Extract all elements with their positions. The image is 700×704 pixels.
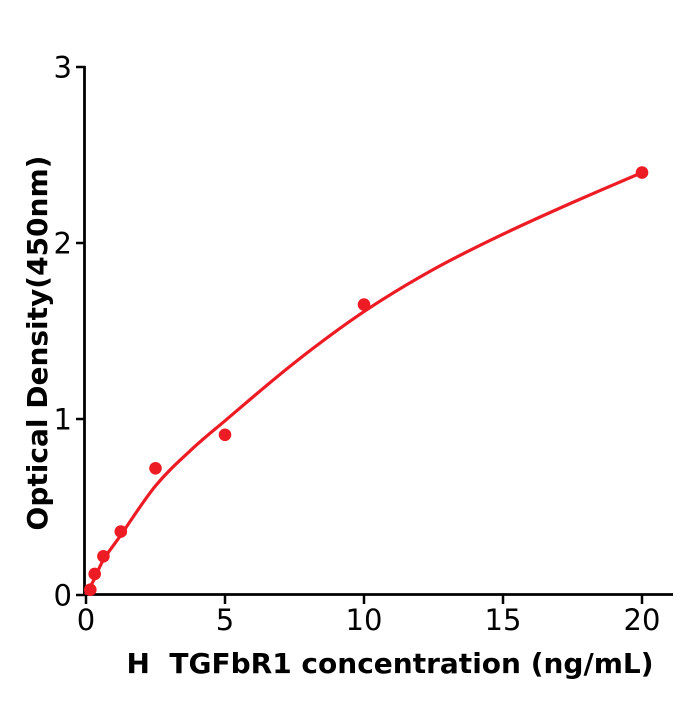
y-tick-label: 1 <box>54 403 72 437</box>
data-point <box>357 298 371 311</box>
y-tick-label: 2 <box>54 227 72 261</box>
data-point <box>149 462 162 475</box>
y-tick-label: 0 <box>54 579 72 613</box>
data-point <box>218 428 232 442</box>
data-point <box>84 583 97 596</box>
data-point <box>88 567 101 581</box>
x-tick-label: 10 <box>346 603 383 637</box>
x-tick-label: 20 <box>624 603 661 637</box>
data-point <box>635 166 649 179</box>
data-point <box>97 550 110 563</box>
y-tick-label: 3 <box>54 51 72 85</box>
y-axis-title: Optical Density(450nm) <box>21 156 54 531</box>
x-tick-label: 15 <box>485 603 522 637</box>
data-point <box>114 525 128 538</box>
x-tick-label: 5 <box>216 603 234 637</box>
fitted-curve <box>84 171 644 595</box>
plot-area: 0 5 10 15 20 0 1 2 3 <box>54 51 673 637</box>
x-axis-title: H TGFbR1 concentration (ng/mL) <box>126 647 653 680</box>
x-tick-label: 0 <box>77 603 95 637</box>
